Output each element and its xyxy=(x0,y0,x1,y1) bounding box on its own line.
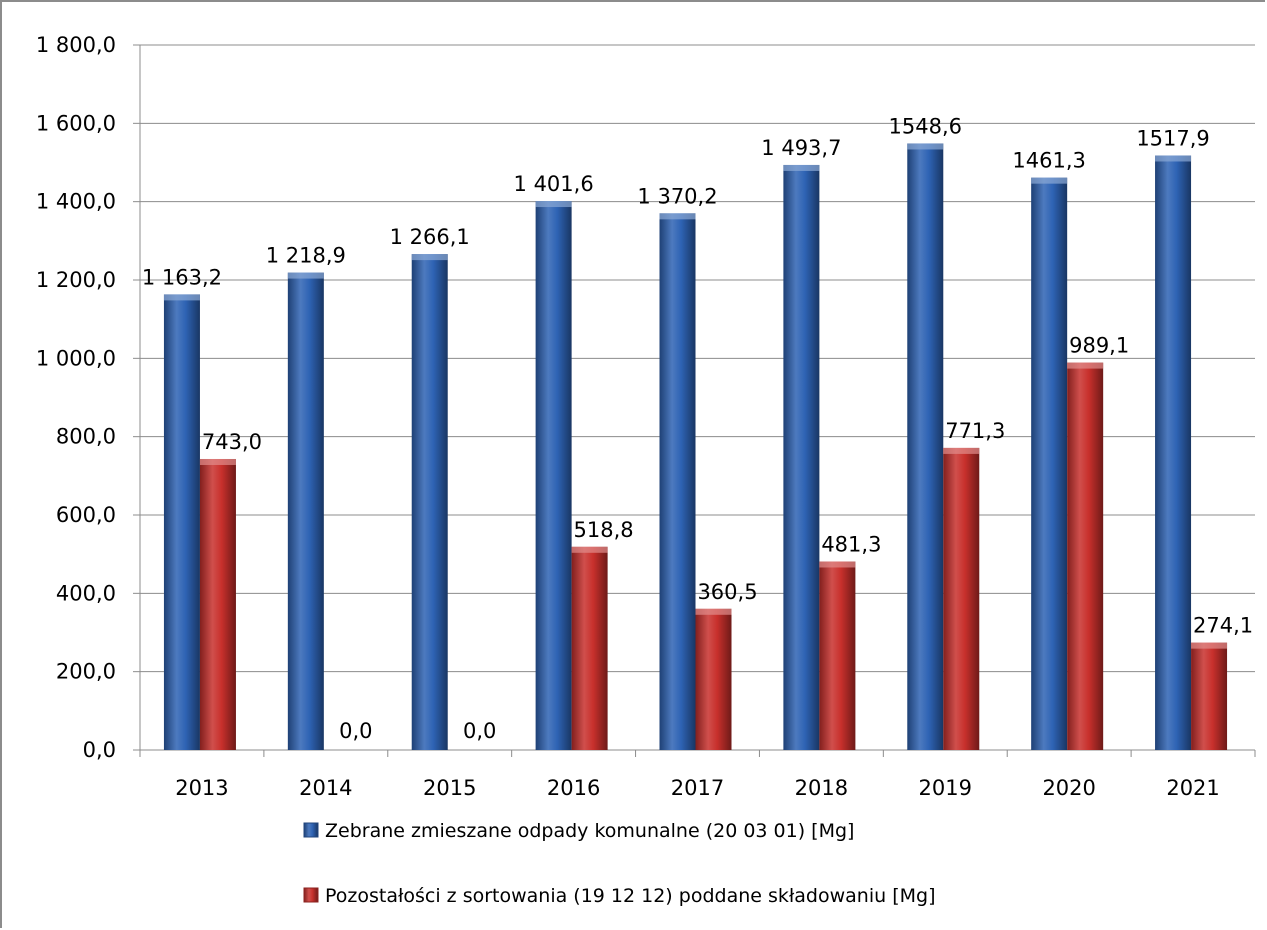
bar xyxy=(535,201,572,751)
data-label: 518,8 xyxy=(574,518,634,542)
bar xyxy=(1155,155,1192,751)
bar xyxy=(163,294,200,750)
bar-cap xyxy=(943,447,980,454)
legend-label: Pozostałości z sortowania (19 12 12) pod… xyxy=(325,885,935,907)
data-label: 743,0 xyxy=(202,430,262,454)
y-tick-label: 1 800,0 xyxy=(36,33,116,57)
data-label: 1517,9 xyxy=(1136,126,1209,150)
legend-swatch xyxy=(303,822,319,838)
bar xyxy=(1067,362,1104,750)
bar-cap xyxy=(535,201,572,208)
bar-cap xyxy=(287,272,324,279)
data-label: 1 266,1 xyxy=(390,225,470,249)
data-label: 771,3 xyxy=(945,419,1005,443)
data-label: 1 401,6 xyxy=(514,172,594,196)
bar-cap xyxy=(199,458,236,465)
data-label: 0,0 xyxy=(463,719,496,743)
y-tick-label: 1 200,0 xyxy=(36,268,116,292)
y-tick-label: 1 600,0 xyxy=(36,111,116,135)
bar-cap xyxy=(1031,177,1068,184)
bar-cap xyxy=(1191,642,1228,649)
x-tick-label: 2020 xyxy=(1042,776,1095,800)
bar-cap xyxy=(1067,362,1104,369)
x-tick-label: 2014 xyxy=(299,776,352,800)
bar xyxy=(411,254,448,750)
bar-cap xyxy=(163,294,200,301)
y-tick-label: 800,0 xyxy=(56,425,116,449)
bar xyxy=(783,164,820,750)
data-label: 1 493,7 xyxy=(761,136,841,160)
bar-cap xyxy=(571,546,608,553)
data-label: 1548,6 xyxy=(889,114,962,138)
bar xyxy=(695,608,732,750)
bar-cap xyxy=(1155,155,1192,162)
bar-cap xyxy=(819,561,856,568)
y-tick-label: 200,0 xyxy=(56,660,116,684)
y-tick-label: 400,0 xyxy=(56,581,116,605)
y-tick-label: 1 000,0 xyxy=(36,346,116,370)
x-tick-label: 2018 xyxy=(795,776,848,800)
data-label: 481,3 xyxy=(821,532,881,556)
x-tick-label: 2017 xyxy=(671,776,724,800)
bar-cap xyxy=(411,254,448,261)
bar xyxy=(571,546,608,750)
bar-cap xyxy=(907,143,944,150)
data-label: 0,0 xyxy=(339,719,372,743)
y-tick-label: 0,0 xyxy=(83,738,116,762)
data-label: 1 370,2 xyxy=(637,184,717,208)
bar xyxy=(819,561,856,750)
x-tick-label: 2019 xyxy=(919,776,972,800)
bar xyxy=(199,458,236,750)
data-label: 274,1 xyxy=(1193,614,1253,638)
data-label: 1 218,9 xyxy=(266,244,346,268)
bar xyxy=(907,143,944,751)
data-label: 1 163,2 xyxy=(142,265,222,289)
x-tick-label: 2021 xyxy=(1166,776,1219,800)
legend-label: Zebrane zmieszane odpady komunalne (20 0… xyxy=(325,820,854,842)
bar-cap xyxy=(695,608,732,615)
bar xyxy=(1191,642,1228,750)
y-tick-label: 600,0 xyxy=(56,503,116,527)
bar xyxy=(1031,177,1068,751)
bar-cap xyxy=(783,164,820,171)
bar xyxy=(287,272,324,750)
x-tick-label: 2016 xyxy=(547,776,600,800)
data-label: 1461,3 xyxy=(1012,149,1085,173)
y-tick-label: 1 400,0 xyxy=(36,190,116,214)
data-label: 360,5 xyxy=(697,580,757,604)
bar xyxy=(659,213,696,751)
x-tick-label: 2015 xyxy=(423,776,476,800)
bar-cap xyxy=(659,213,696,220)
legend-swatch xyxy=(303,887,319,903)
x-tick-label: 2013 xyxy=(175,776,228,800)
data-label: 989,1 xyxy=(1069,334,1129,358)
bar xyxy=(943,447,980,750)
